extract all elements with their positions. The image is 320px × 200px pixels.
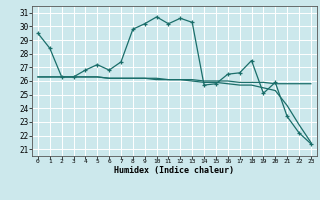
X-axis label: Humidex (Indice chaleur): Humidex (Indice chaleur) [115,166,234,175]
